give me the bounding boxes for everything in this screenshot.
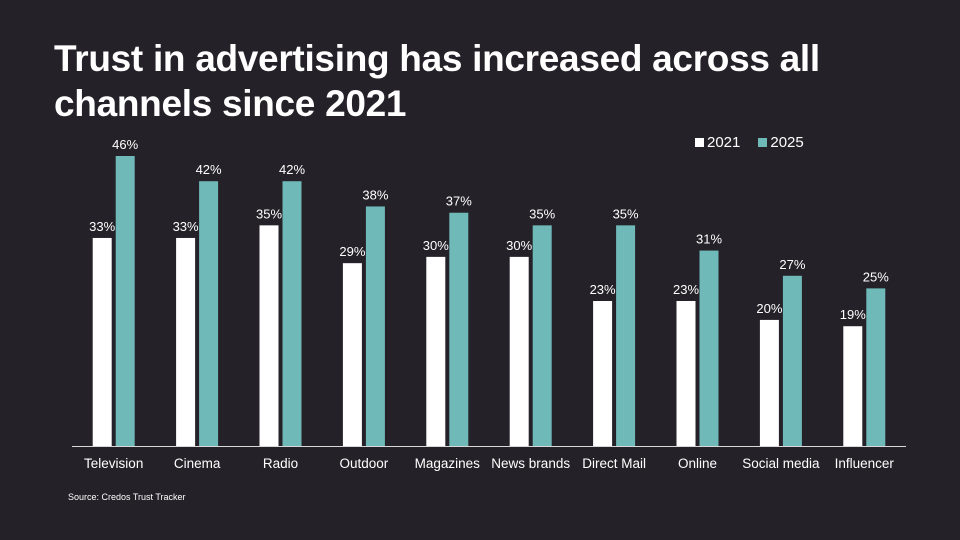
x-tick-label: Magazines: [415, 456, 481, 471]
data-label-2025-magazines: 37%: [446, 194, 472, 209]
data-label-2021-social-media: 20%: [756, 301, 782, 316]
x-tick-label: Radio: [263, 456, 298, 471]
data-label-2021-direct-mail: 23%: [590, 282, 616, 297]
data-label-2021-online: 23%: [673, 282, 699, 297]
data-label-2025-news-brands: 35%: [529, 206, 555, 221]
x-tick-label: Direct Mail: [582, 456, 646, 471]
bar-group-magazines: 30% 37% Magazines: [415, 194, 481, 471]
legend-item-2021: 2021: [695, 134, 740, 151]
data-label-2021-outdoor: 29%: [339, 244, 365, 259]
data-label-2021-influencer: 19%: [840, 307, 866, 322]
bar-group-outdoor: 29% 38% Outdoor: [339, 187, 388, 471]
bar-group-radio: 35% 42% Radio: [256, 162, 305, 471]
data-label-2021-radio: 35%: [256, 206, 282, 221]
x-tick-label: Television: [84, 456, 143, 471]
bar-2021-outdoor: [342, 263, 362, 446]
x-tick-label: Online: [678, 456, 717, 471]
bar-2025-news-brands: [532, 225, 552, 446]
bar-2025-online: [699, 250, 719, 446]
data-label-2025-radio: 42%: [279, 162, 305, 177]
bar-2021-direct-mail: [593, 301, 613, 446]
x-tick-label: Influencer: [835, 456, 895, 471]
bar-2021-cinema: [176, 237, 196, 446]
bar-2021-magazines: [426, 256, 446, 446]
bar-group-news-brands: 30% 35% News brands: [491, 206, 570, 471]
bar-2021-influencer: [843, 326, 863, 446]
bar-2025-radio: [282, 181, 302, 446]
legend-label-2021: 2021: [707, 134, 741, 151]
bar-2021-news-brands: [509, 256, 529, 446]
legend-label-2025: 2025: [770, 134, 804, 151]
data-label-2021-magazines: 30%: [423, 238, 449, 253]
data-label-2021-news-brands: 30%: [506, 238, 532, 253]
bar-2025-social-media: [782, 275, 802, 446]
bar-2021-social-media: [759, 319, 779, 446]
data-label-2025-social-media: 27%: [779, 257, 805, 272]
data-label-2021-cinema: 33%: [173, 219, 199, 234]
x-tick-label: Cinema: [174, 456, 221, 471]
x-tick-label: News brands: [491, 456, 570, 471]
bar-group-social-media: 20% 27% Social media: [742, 257, 820, 471]
data-label-2025-online: 31%: [696, 232, 722, 247]
chart-title: Trust in advertising has increased acros…: [54, 38, 820, 124]
bar-2025-television: [115, 156, 135, 446]
bar-group-influencer: 19% 25% Influencer: [835, 269, 895, 471]
data-label-2025-cinema: 42%: [196, 162, 222, 177]
legend-swatch-2025: [758, 138, 768, 147]
bar-2025-cinema: [199, 181, 219, 446]
data-label-2025-television: 46%: [112, 137, 138, 152]
x-tick-label: Social media: [742, 456, 820, 471]
bar-2025-influencer: [866, 288, 886, 446]
legend-swatch-2021: [695, 138, 704, 147]
data-label-2021-television: 33%: [89, 219, 115, 234]
legend-item-2025: 2025: [758, 134, 804, 151]
bar-2021-online: [676, 301, 696, 446]
data-label-2025-influencer: 25%: [863, 269, 889, 284]
data-label-2025-outdoor: 38%: [362, 187, 388, 202]
bar-group-direct-mail: 23% 35% Direct Mail: [582, 206, 646, 471]
bar-2025-direct-mail: [616, 225, 636, 446]
bar-2021-radio: [259, 225, 279, 446]
bar-2025-outdoor: [365, 206, 385, 446]
bar-2025-magazines: [449, 212, 469, 446]
x-tick-label: Outdoor: [340, 456, 389, 471]
source-note: Source: Credos Trust Tracker: [68, 492, 186, 502]
chart-legend: 2021 2025: [695, 134, 804, 151]
data-label-2025-direct-mail: 35%: [613, 206, 639, 221]
bar-group-television: 33% 46% Television: [84, 137, 143, 471]
bar-2021-television: [92, 237, 112, 446]
bar-group-online: 23% 31% Online: [673, 232, 722, 471]
bar-group-cinema: 33% 42% Cinema: [173, 162, 222, 471]
